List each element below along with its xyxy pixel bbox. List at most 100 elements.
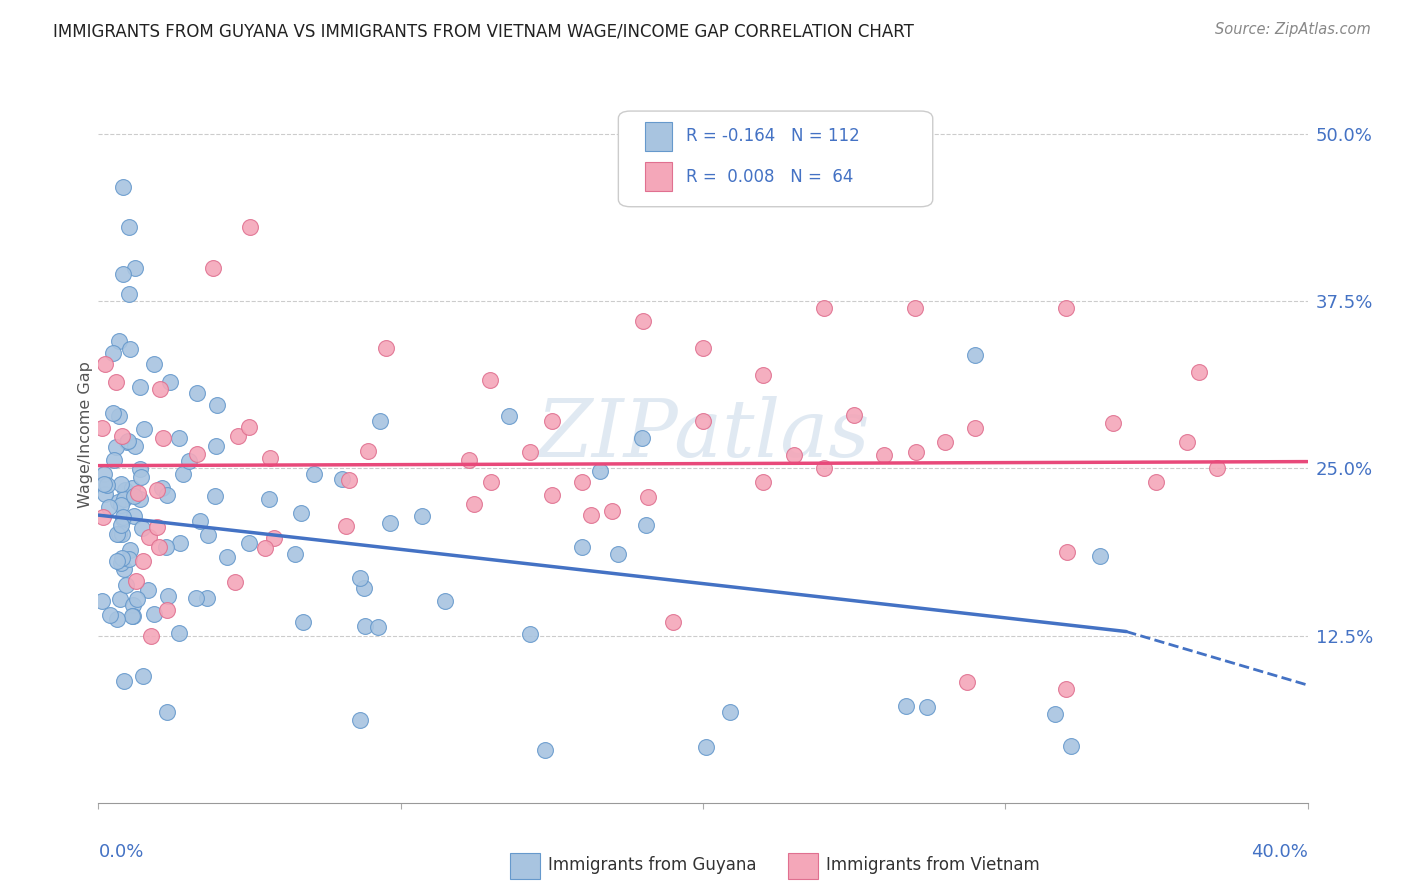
Point	[111, 180, 134, 194]
Point	[177, 454, 200, 468]
Point	[186, 386, 208, 401]
Point	[253, 541, 276, 555]
Point	[101, 346, 124, 360]
Point	[752, 368, 775, 382]
Point	[718, 705, 741, 719]
Y-axis label: Wage/Income Gap: Wage/Income Gap	[77, 361, 93, 508]
Point	[1102, 416, 1125, 430]
Point	[98, 500, 121, 515]
Point	[124, 260, 146, 275]
Point	[1206, 461, 1229, 475]
Point	[93, 487, 115, 501]
Point	[813, 461, 835, 475]
Point	[146, 520, 169, 534]
Point	[186, 447, 208, 461]
Point	[1054, 301, 1077, 315]
FancyBboxPatch shape	[645, 162, 672, 191]
Point	[519, 626, 541, 640]
Point	[100, 608, 122, 623]
Point	[353, 619, 375, 633]
Point	[368, 414, 391, 428]
Point	[111, 512, 134, 526]
Point	[128, 462, 150, 476]
Text: Source: ZipAtlas.com: Source: ZipAtlas.com	[1215, 22, 1371, 37]
Text: R = -0.164   N = 112: R = -0.164 N = 112	[686, 128, 860, 145]
Point	[115, 435, 138, 450]
Point	[353, 581, 375, 595]
Point	[114, 483, 136, 497]
Point	[108, 526, 131, 541]
Point	[149, 382, 172, 396]
Point	[122, 508, 145, 523]
Point	[155, 540, 177, 554]
Point	[205, 399, 228, 413]
Point	[188, 514, 211, 528]
Point	[157, 589, 180, 603]
Point	[378, 516, 401, 530]
Point	[139, 629, 162, 643]
Point	[1175, 434, 1198, 449]
Point	[1090, 549, 1112, 563]
Point	[284, 547, 307, 561]
Point	[143, 607, 166, 621]
Point	[91, 421, 114, 435]
Point	[132, 669, 155, 683]
Point	[118, 287, 141, 301]
Point	[1043, 707, 1066, 722]
FancyBboxPatch shape	[787, 853, 818, 879]
Point	[204, 489, 226, 503]
FancyBboxPatch shape	[619, 111, 932, 207]
Point	[108, 592, 131, 607]
Point	[844, 408, 866, 422]
Point	[186, 591, 208, 606]
Point	[91, 593, 114, 607]
Point	[695, 739, 717, 754]
Point	[579, 508, 602, 522]
Point	[1054, 681, 1077, 696]
Point	[111, 526, 134, 541]
Point	[337, 473, 360, 487]
Point	[111, 268, 134, 282]
Point	[110, 498, 132, 512]
Point	[630, 431, 652, 445]
Point	[110, 477, 132, 491]
Point	[118, 342, 141, 356]
Point	[125, 592, 148, 607]
Point	[302, 467, 325, 482]
Point	[112, 674, 135, 689]
Point	[263, 531, 285, 545]
Point	[606, 547, 628, 561]
Point	[142, 357, 165, 371]
Text: R =  0.008   N =  64: R = 0.008 N = 64	[686, 168, 853, 186]
Point	[458, 453, 481, 467]
Point	[197, 528, 219, 542]
Point	[117, 434, 139, 449]
Point	[127, 486, 149, 500]
Point	[138, 530, 160, 544]
Point	[215, 550, 238, 565]
Point	[105, 526, 128, 541]
Point	[152, 431, 174, 445]
Point	[108, 334, 131, 348]
Point	[1056, 545, 1078, 559]
Point	[571, 475, 593, 489]
Text: ZIPatlas: ZIPatlas	[536, 396, 870, 474]
Point	[600, 504, 623, 518]
Point	[478, 374, 501, 388]
Point	[131, 521, 153, 535]
Point	[156, 705, 179, 719]
Point	[367, 620, 389, 634]
Point	[148, 540, 170, 554]
Point	[150, 481, 173, 495]
Point	[120, 542, 142, 557]
Point	[349, 571, 371, 585]
Point	[101, 406, 124, 420]
Point	[107, 495, 129, 509]
Point	[111, 429, 134, 443]
Point	[125, 574, 148, 589]
Point	[259, 450, 281, 465]
Point	[965, 421, 987, 435]
Point	[111, 550, 134, 565]
Point	[105, 375, 128, 389]
Point	[498, 409, 520, 423]
